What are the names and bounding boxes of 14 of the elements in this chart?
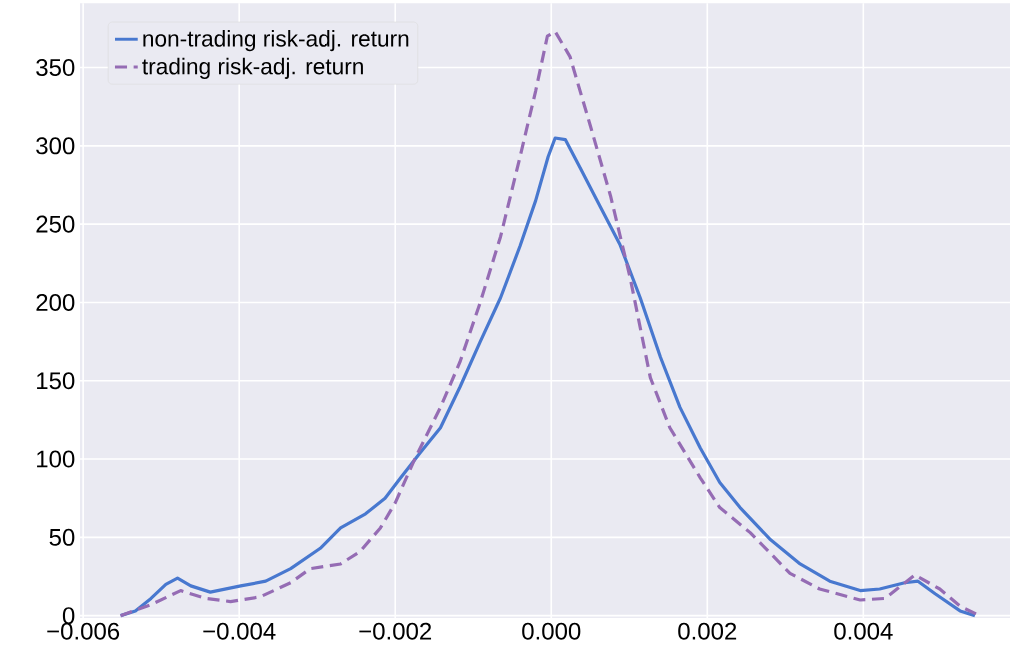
x-tick-label: −0.004 [203,622,276,640]
x-tick-label: 0.002 [678,622,737,640]
x-tick-label: 0.000 [522,622,581,640]
y-tick-label: 200 [36,293,75,311]
y-tick-label: 250 [36,215,75,233]
y-tick-label: 350 [36,59,75,77]
legend-label: trading risk-adj. return [142,57,363,79]
x-tick-label: −0.002 [359,622,432,640]
legend-label: non-trading risk-adj. return [143,30,409,52]
x-tick-label: 0.004 [834,622,893,640]
y-tick-label: 50 [49,528,75,546]
y-tick-label: 150 [37,372,75,390]
y-tick-label: 300 [36,137,75,155]
y-tick-label: 100 [37,450,75,468]
